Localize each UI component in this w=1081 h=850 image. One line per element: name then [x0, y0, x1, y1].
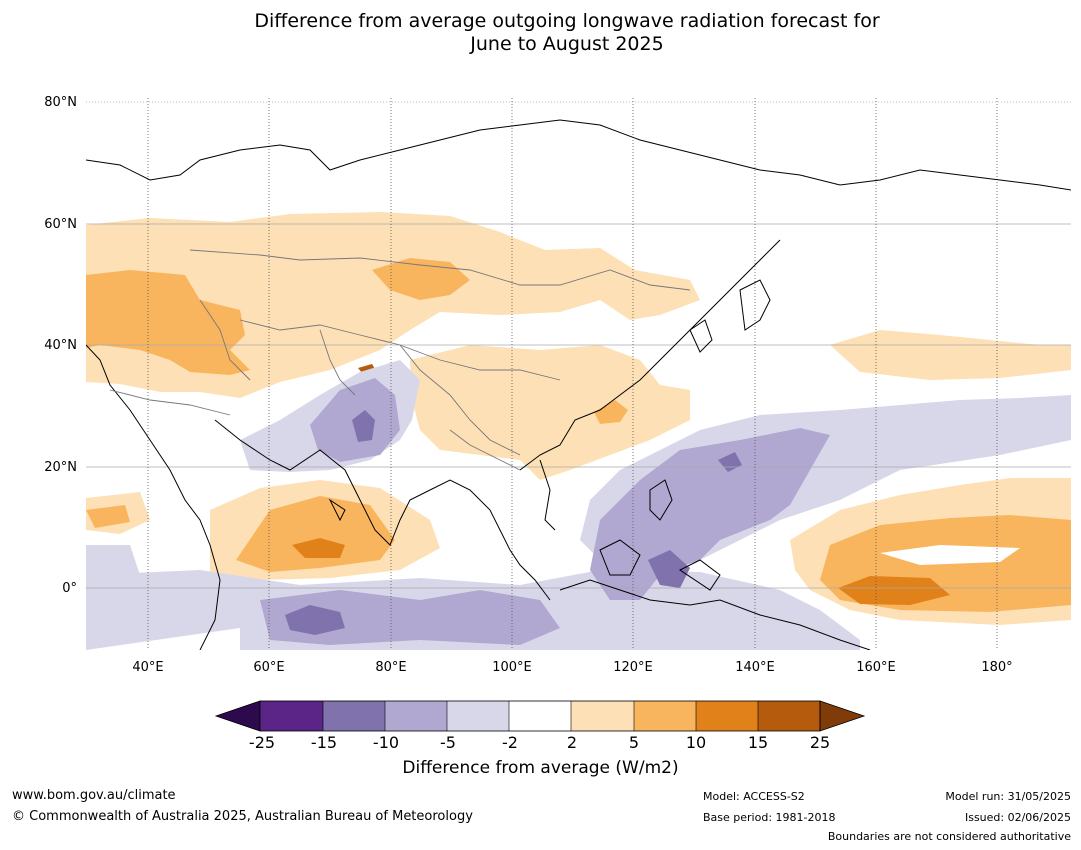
footer-base-period: Base period: 1981-2018: [703, 811, 836, 824]
colorbar-bin-minus5-minus2: [447, 701, 509, 731]
colorbar-extend-low: [214, 700, 261, 732]
map-plot-area: [86, 98, 1071, 650]
colorbar-extend-high: [819, 700, 866, 732]
negative-anomaly-peak-indonesia: [648, 550, 690, 588]
footer-model: Model: ACCESS-S2: [703, 790, 805, 803]
positive-anomaly-peak-indian-ocean: [292, 538, 345, 558]
lon-label-140e: 140°E: [735, 660, 775, 675]
footer-website: www.bom.gov.au/climate: [12, 788, 176, 803]
negative-anomaly-core-west-pacific: [590, 428, 830, 600]
colorbar-tick-minus25: -25: [248, 733, 276, 752]
map-title-line1: Difference from average outgoing longwav…: [254, 10, 880, 32]
colorbar-tick-minus5: -5: [440, 733, 456, 752]
colorbar-tick-15: 15: [747, 733, 769, 752]
positive-anomaly-core-central-asia: [372, 258, 470, 300]
lon-label-180: 180°: [981, 660, 1013, 675]
lon-label-100e: 100°E: [492, 660, 532, 675]
lat-label-60n: 60°N: [44, 217, 77, 232]
negative-anomaly-peak-south-asia: [352, 410, 375, 442]
colorbar-bin-5-10: [634, 701, 696, 731]
lat-gridlines: [86, 101, 1071, 589]
colorbar-bin-15-25: [758, 701, 820, 731]
positive-anomaly-core-europe: [86, 270, 250, 375]
lon-label-80e: 80°E: [375, 660, 407, 675]
colorbar-bin-10-15: [696, 701, 758, 731]
footer-copyright: © Commonwealth of Australia 2025, Austra…: [12, 809, 473, 824]
positive-anomaly-peak-equatorial-pacific: [838, 576, 950, 605]
colorbar-tick-5: 5: [628, 733, 640, 752]
colorbar-bin-minus15-minus10: [323, 701, 385, 731]
country-boundaries: [109, 249, 691, 471]
colorbar-label: Difference from average (W/m2): [402, 758, 679, 778]
colorbar-tick-minus15: -15: [310, 733, 338, 752]
positive-anomaly-region-eurasia: [86, 212, 700, 398]
lat-label-40n: 40°N: [44, 338, 77, 353]
map-title: Difference from average outgoing longwav…: [0, 10, 1081, 56]
lat-label-20n: 20°N: [44, 460, 77, 475]
colorbar-bin-2-5: [571, 701, 634, 731]
negative-anomaly-core-south-indian-ocean: [260, 590, 560, 645]
lat-label-equator: 0°: [62, 581, 77, 596]
lon-gridlines: [147, 98, 998, 650]
colorbar-tick-25: 25: [809, 733, 831, 752]
positive-anomaly-core-africa-west: [86, 505, 130, 528]
colorbar-tick-minus2: -2: [502, 733, 518, 752]
map-title-line2: June to August 2025: [470, 33, 664, 55]
olr-anomaly-map: [86, 98, 1071, 650]
negative-anomaly-peak-south-indian-ocean: [285, 605, 345, 635]
positive-anomaly-region-north-pacific: [830, 330, 1071, 380]
coastlines: [86, 119, 1071, 650]
neutral-band-equatorial-pacific: [880, 545, 1020, 565]
colorbar-tick-10: 10: [685, 733, 707, 752]
colorbar-bin-minus25-minus15: [260, 701, 323, 731]
negative-anomaly-region-africa-east: [86, 545, 140, 590]
footer-model-run: Model run: 31/05/2025: [945, 790, 1071, 803]
colorbar-bin-minus10-minus5: [385, 701, 447, 731]
lon-label-60e: 60°E: [253, 660, 285, 675]
footer-issued: Issued: 02/06/2025: [964, 811, 1071, 824]
footer-boundaries-note: Boundaries are not considered authoritat…: [827, 830, 1071, 843]
positive-anomaly-core-china: [594, 400, 628, 424]
positive-anomaly-core-indian-ocean: [236, 496, 395, 572]
lon-label-120e: 120°E: [613, 660, 653, 675]
colorbar-tick-minus10: -10: [372, 733, 400, 752]
lon-label-40e: 40°E: [132, 660, 164, 675]
lon-label-160e: 160°E: [856, 660, 896, 675]
positive-anomaly-region-china: [410, 345, 690, 480]
colorbar-bin-minus2-2: [509, 701, 571, 731]
colorbar-tick-2: 2: [566, 733, 578, 752]
lat-label-80n: 80°N: [44, 95, 77, 110]
